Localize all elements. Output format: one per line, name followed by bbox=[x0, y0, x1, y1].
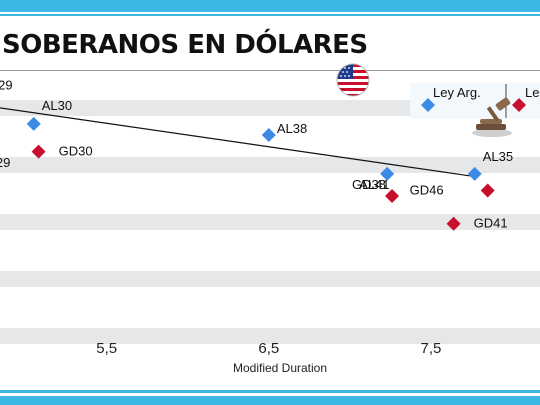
legend-marker bbox=[421, 98, 435, 112]
us-flag-icon bbox=[336, 63, 370, 97]
data-label-gd29: GD29 bbox=[0, 155, 10, 170]
x-axis-title: Modified Duration bbox=[233, 361, 327, 375]
grid-band bbox=[0, 157, 540, 173]
data-point-gd38 bbox=[385, 189, 400, 203]
data-points: AL29 AL30 AL38 AL41 AL35 GD29 GD30 GD38 GD46 GD41 bbox=[0, 78, 513, 231]
x-tick-label: 6,5 bbox=[258, 340, 279, 357]
data-point-gd46 bbox=[480, 183, 495, 198]
grid-band bbox=[0, 271, 540, 287]
data-label-al38: AL38 bbox=[277, 121, 307, 136]
trend-line bbox=[0, 107, 475, 178]
top-accent-line bbox=[0, 14, 540, 16]
data-label-al41: AL41 bbox=[359, 177, 389, 192]
x-axis-ticks: 5,5 6,5 7,5 bbox=[96, 340, 441, 357]
grid-bands bbox=[0, 100, 540, 344]
gavel-icon bbox=[472, 97, 512, 137]
legend-label: Le bbox=[525, 85, 539, 100]
bottom-accent-stripe bbox=[0, 390, 540, 405]
data-point-gd41 bbox=[446, 216, 461, 231]
top-accent-stripe bbox=[0, 0, 540, 14]
legend-marker bbox=[512, 98, 526, 112]
chart-legend: Ley Arg. Le bbox=[410, 83, 540, 137]
trend-line-segment bbox=[0, 107, 475, 178]
legend-label: Ley Arg. bbox=[433, 85, 481, 100]
data-label-gd41: GD41 bbox=[474, 216, 508, 231]
data-label-al35: AL35 bbox=[483, 149, 513, 164]
data-point-al30 bbox=[26, 116, 41, 131]
data-point-gd30 bbox=[31, 144, 46, 159]
data-label-gd30: GD30 bbox=[59, 144, 93, 159]
grid-band bbox=[0, 100, 540, 116]
grid-band bbox=[0, 214, 540, 230]
data-label-al30: AL30 bbox=[42, 98, 72, 113]
data-label-gd38: GD38 bbox=[352, 177, 386, 192]
grid-band bbox=[0, 328, 540, 344]
page-title: SOBERANOS EN DÓLARES bbox=[2, 30, 368, 60]
x-tick-label: 7,5 bbox=[421, 340, 442, 357]
data-point-al41 bbox=[380, 166, 395, 181]
data-label-al29: AL29 bbox=[0, 78, 13, 93]
data-label-gd46: GD46 bbox=[410, 182, 444, 197]
data-point-al35 bbox=[467, 166, 482, 181]
title-divider bbox=[0, 70, 540, 71]
data-point-al38 bbox=[261, 128, 276, 142]
x-tick-label: 5,5 bbox=[96, 340, 117, 357]
